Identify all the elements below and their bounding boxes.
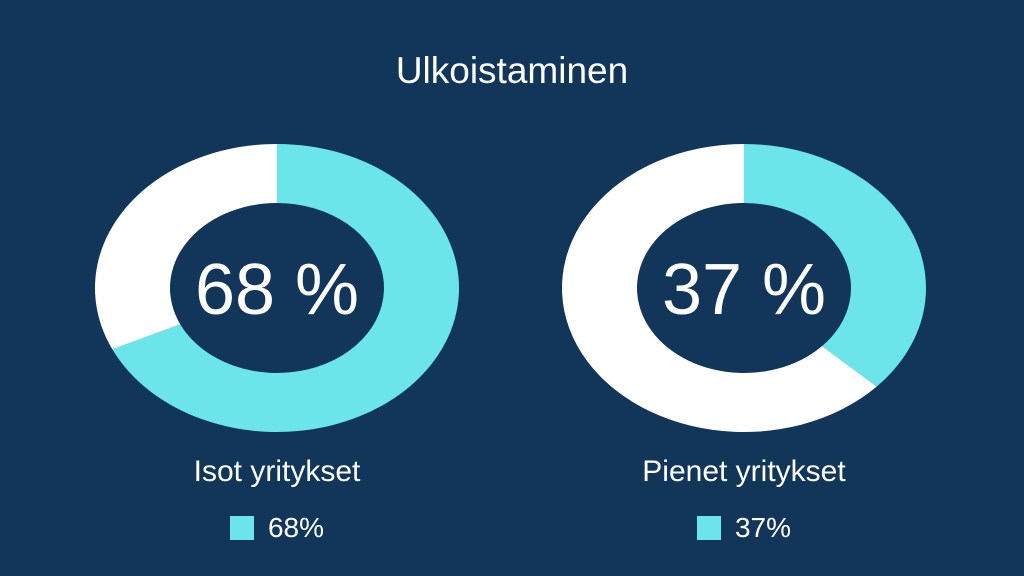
legend-swatch xyxy=(229,516,254,540)
legend-1: 37% xyxy=(544,512,944,544)
donut-0: 68 % xyxy=(94,144,460,433)
category-label-1: Pienet yritykset xyxy=(642,455,846,488)
slice-remainder xyxy=(562,144,877,432)
legend-label: 37% xyxy=(734,512,792,543)
category-label-0: Isot yritykset xyxy=(193,455,361,488)
legend-swatch xyxy=(696,516,721,540)
slice-value xyxy=(744,144,926,387)
center-label: 68 % xyxy=(195,250,359,330)
chart-title: Ulkoistaminen xyxy=(395,50,629,91)
legend-label: 68% xyxy=(267,512,325,543)
donut-1: 37 % xyxy=(562,144,926,432)
slice-value xyxy=(112,144,460,433)
legend-0: 68% xyxy=(77,512,477,544)
slice-remainder xyxy=(94,144,277,350)
center-label: 37 % xyxy=(662,250,826,330)
